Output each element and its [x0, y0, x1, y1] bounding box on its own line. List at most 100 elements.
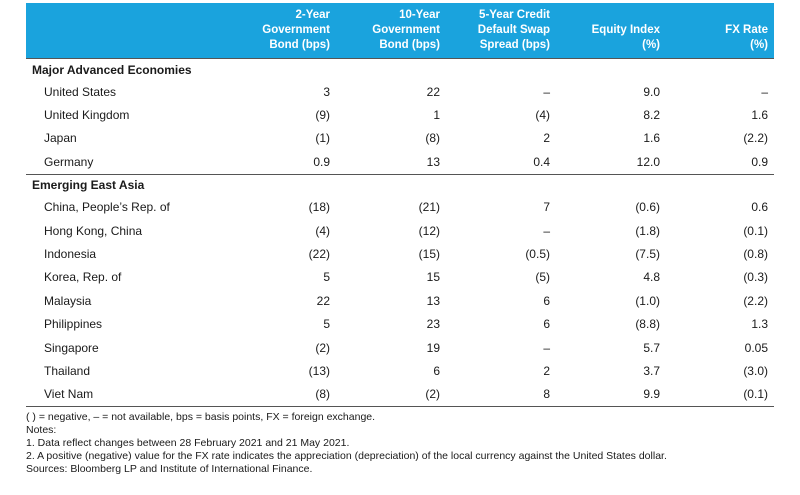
table-row: Viet Nam (8) (2) 8 9.9 (0.1): [26, 382, 774, 408]
value-cell: 8.2: [643, 108, 660, 123]
table-row: Hong Kong, China (4) (12) – (1.8) (0.1): [26, 219, 774, 242]
economy-name: Malaysia: [44, 293, 92, 308]
value-cell: 15: [426, 270, 440, 285]
value-cell: 12.0: [636, 154, 660, 169]
table-row: Philippines 5 23 6 (8.8) 1.3: [26, 313, 774, 336]
value-cell: (21): [418, 200, 440, 215]
header-row: 2-Year Government Bond (bps) 10-Year Govern…: [26, 3, 774, 59]
value-cell: 5: [323, 270, 330, 285]
value-cell: (2): [336, 382, 446, 408]
data-table-wrapper: 2-Year Government Bond (bps) 10-Year Govern…: [26, 3, 774, 408]
economy-name: China, People’s Rep. of: [44, 200, 170, 215]
table-row: United States 3 22 – 9.0 –: [26, 80, 774, 103]
value-cell: (0.6): [635, 200, 660, 215]
economy-name: United States: [44, 84, 117, 99]
note-heading: Notes:: [26, 424, 57, 436]
value-cell: 7: [543, 200, 550, 215]
value-cell: (15): [418, 247, 440, 262]
value-cell: 4.8: [643, 270, 660, 285]
table-row: Korea, Rep. of 5 15 (5) 4.8 (0.3): [26, 266, 774, 289]
value-cell: (13): [308, 363, 330, 378]
value-cell: (1): [315, 131, 330, 146]
economy-name: Thailand: [44, 363, 91, 378]
value-cell: 6: [543, 317, 550, 332]
table-row: United Kingdom (9) 1 (4) 8.2 1.6: [26, 103, 774, 126]
value-cell: –: [543, 84, 550, 99]
value-cell: (18): [308, 200, 330, 215]
note-2: 2. A positive (negative) value for the F…: [26, 450, 667, 462]
value-cell: 2: [543, 131, 550, 146]
header-blank: [26, 3, 226, 59]
value-cell: –: [761, 84, 768, 99]
header-cds: 5-Year Credit Default Swap Spread (bps): [446, 3, 556, 59]
value-cell: (2): [315, 340, 330, 355]
value-cell: 3.7: [643, 363, 660, 378]
value-cell: (5): [535, 270, 550, 285]
value-cell: 5: [323, 317, 330, 332]
value-cell: 22: [316, 293, 330, 308]
economy-name: United Kingdom: [44, 108, 130, 123]
table-row: Germany 0.9 13 0.4 12.0 0.9: [26, 150, 774, 174]
value-cell: 13: [426, 154, 440, 169]
economy-name: Viet Nam: [26, 382, 226, 408]
value-cell: 1.6: [643, 131, 660, 146]
section-title: Emerging East Asia: [26, 173, 774, 196]
table-row: Malaysia 22 13 6 (1.0) (2.2): [26, 289, 774, 312]
value-cell: 2: [543, 363, 550, 378]
table-notes: ( ) = negative, – = not available, bps =…: [26, 411, 786, 476]
header-2y-bond: 2-Year Government Bond (bps): [226, 3, 336, 59]
value-cell: 1: [433, 108, 440, 123]
table-row: Indonesia (22) (15) (0.5) (7.5) (0.8): [26, 242, 774, 265]
value-cell: 0.9: [313, 154, 330, 169]
header-equity: Equity Index (%): [556, 3, 666, 59]
value-cell: (4): [535, 108, 550, 123]
value-cell: 22: [426, 84, 440, 99]
section-header: Major Advanced Economies: [26, 58, 774, 80]
value-cell: (1.8): [635, 223, 660, 238]
economy-name: Singapore: [44, 340, 99, 355]
note-1: 1. Data reflect changes between 28 Febru…: [26, 437, 350, 449]
value-cell: (9): [315, 108, 330, 123]
value-cell: (2.2): [743, 131, 768, 146]
value-cell: (7.5): [635, 247, 660, 262]
economy-name: Germany: [44, 154, 94, 169]
table-row: Thailand (13) 6 2 3.7 (3.0): [26, 359, 774, 382]
value-cell: (4): [315, 223, 330, 238]
value-cell: (22): [308, 247, 330, 262]
header-fx: FX Rate (%): [666, 3, 774, 59]
value-cell: 5.7: [643, 340, 660, 355]
value-cell: 6: [433, 363, 440, 378]
value-cell: 8: [446, 382, 556, 408]
table-row: Japan (1) (8) 2 1.6 (2.2): [26, 127, 774, 150]
table-body: Major Advanced Economies United States 3 22…: [26, 58, 774, 408]
value-cell: (0.5): [525, 247, 550, 262]
value-cell: (12): [418, 223, 440, 238]
value-cell: (8): [425, 131, 440, 146]
value-cell: (0.1): [743, 223, 768, 238]
value-cell: 19: [426, 340, 440, 355]
value-cell: 0.05: [744, 340, 768, 355]
value-cell: 23: [426, 317, 440, 332]
value-cell: (3.0): [743, 363, 768, 378]
economy-name: Korea, Rep. of: [44, 270, 122, 285]
value-cell: 0.6: [751, 200, 768, 215]
value-cell: (0.8): [743, 247, 768, 262]
value-cell: 9.0: [643, 84, 660, 99]
market-changes-table: 2-Year Government Bond (bps) 10-Year Govern…: [26, 3, 774, 408]
note-legend: ( ) = negative, – = not available, bps =…: [26, 411, 376, 423]
value-cell: (0.3): [743, 270, 768, 285]
table-row: China, People’s Rep. of (18) (21) 7 (0.6) 0.6: [26, 196, 774, 219]
economy-name: Indonesia: [44, 247, 97, 262]
section-header: Emerging East Asia: [26, 173, 774, 196]
value-cell: (8): [226, 382, 336, 408]
value-cell: –: [543, 340, 550, 355]
value-cell: 9.9: [556, 382, 666, 408]
value-cell: 1.3: [751, 317, 768, 332]
table-row: Singapore (2) 19 – 5.7 0.05: [26, 336, 774, 359]
header-10y-bond: 10-Year Government Bond (bps): [336, 3, 446, 59]
value-cell: 0.9: [751, 154, 768, 169]
value-cell: 6: [543, 293, 550, 308]
value-cell: (1.0): [635, 293, 660, 308]
value-cell: 0.4: [533, 154, 550, 169]
value-cell: (2.2): [743, 293, 768, 308]
